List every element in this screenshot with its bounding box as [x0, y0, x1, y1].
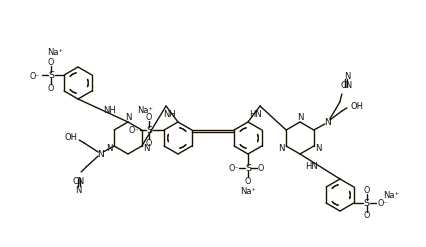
Text: N: N: [106, 144, 113, 153]
Text: O: O: [48, 83, 54, 92]
Text: Na⁺: Na⁺: [382, 190, 398, 200]
Text: HN: HN: [249, 109, 262, 119]
Text: O⁻: O⁻: [30, 71, 40, 81]
Text: S: S: [363, 199, 369, 207]
Text: OH: OH: [64, 132, 78, 142]
Text: N: N: [75, 185, 81, 194]
Text: Na⁺: Na⁺: [137, 105, 153, 115]
Text: HN: HN: [305, 162, 318, 171]
Text: NH: NH: [104, 106, 116, 115]
Text: O: O: [48, 58, 54, 66]
Text: Na⁺: Na⁺: [47, 47, 63, 57]
Text: O: O: [146, 112, 152, 122]
Text: S: S: [146, 125, 152, 135]
Text: NH: NH: [163, 109, 176, 119]
Text: N: N: [343, 71, 349, 81]
Text: O: O: [146, 139, 152, 147]
Text: O⁻: O⁻: [228, 164, 239, 172]
Text: N: N: [124, 112, 131, 122]
Text: N: N: [314, 144, 321, 153]
Text: O: O: [363, 185, 369, 194]
Text: N: N: [278, 144, 285, 153]
Text: S: S: [48, 70, 54, 80]
Text: Na⁺: Na⁺: [239, 186, 256, 195]
Text: N: N: [97, 149, 103, 159]
Text: O: O: [363, 211, 369, 221]
Text: O⁻: O⁻: [129, 125, 139, 135]
Text: O: O: [244, 177, 250, 185]
Text: N: N: [296, 112, 302, 122]
Text: N: N: [143, 144, 149, 153]
Text: CN: CN: [72, 177, 84, 185]
Text: OH: OH: [350, 102, 363, 110]
Text: S: S: [245, 164, 250, 172]
Text: CN: CN: [340, 81, 352, 89]
Text: O⁻: O⁻: [377, 200, 387, 208]
Text: N: N: [324, 118, 331, 126]
Text: O: O: [257, 164, 264, 172]
